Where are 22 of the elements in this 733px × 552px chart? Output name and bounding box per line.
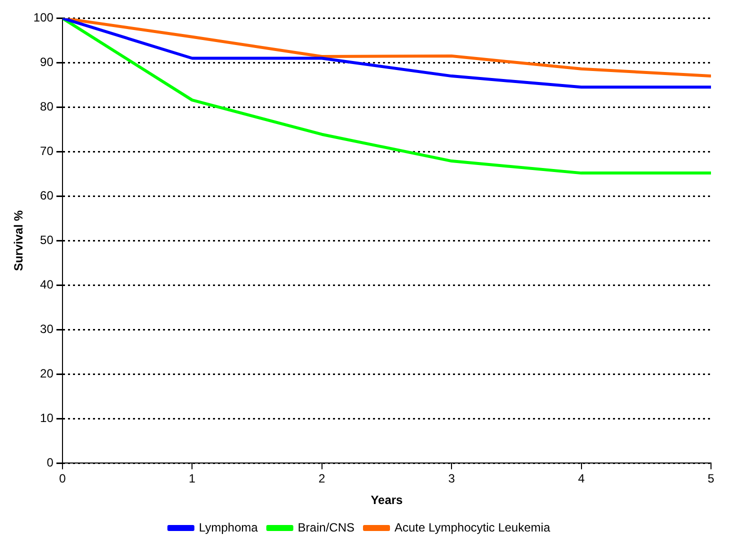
y-tick-label: 60: [40, 188, 54, 203]
y-tick-label: 70: [40, 144, 54, 158]
y-tick-label: 20: [40, 366, 54, 381]
y-tick-label: 90: [40, 55, 54, 70]
legend-label: Acute Lymphocytic Leukemia: [394, 520, 550, 534]
legend-label: Lymphoma: [198, 520, 258, 534]
x-axis-title: Years: [370, 493, 404, 508]
y-tick-label: 0: [46, 456, 54, 470]
x-tick-label: 5: [708, 472, 715, 486]
x-tick-label: 4: [578, 472, 585, 486]
y-tick-label: 50: [40, 233, 54, 248]
y-axis-title: Survival %: [12, 210, 26, 272]
y-tick-label: 40: [40, 278, 54, 292]
x-tick-label: 0: [59, 472, 66, 486]
x-tick-label: 3: [448, 472, 456, 486]
y-tick-label: 80: [40, 100, 54, 114]
x-tick-label: 1: [188, 472, 196, 486]
y-tick-label: 100: [33, 10, 54, 25]
y-tick-label: 30: [40, 322, 54, 336]
x-tick-label: 2: [318, 472, 326, 486]
y-tick-label: 10: [40, 411, 54, 426]
legend-label: Brain/CNS: [298, 520, 354, 534]
